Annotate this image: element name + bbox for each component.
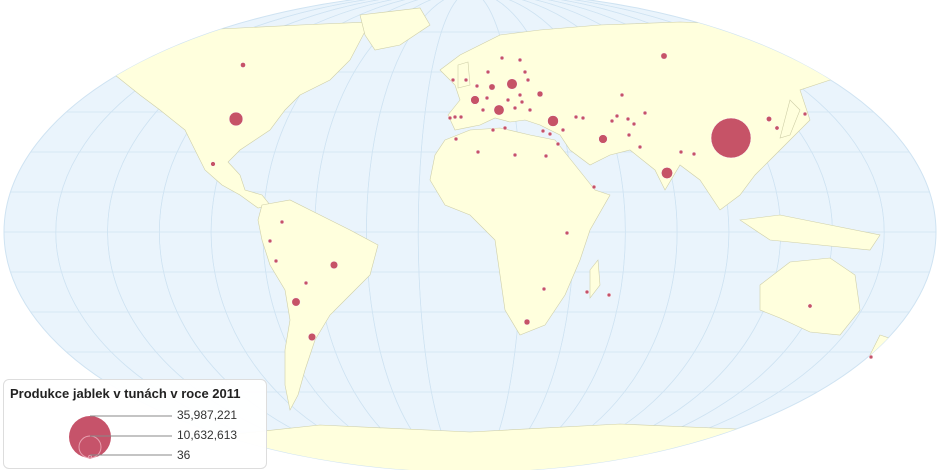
north-america	[59, 21, 371, 209]
production-bubble[interactable]	[564, 230, 570, 236]
legend-circle-max	[69, 416, 111, 458]
production-bubble[interactable]	[631, 121, 637, 127]
production-bubble[interactable]	[506, 78, 518, 90]
production-bubble[interactable]	[475, 149, 481, 155]
production-bubble[interactable]	[536, 90, 544, 98]
production-bubble[interactable]	[517, 92, 523, 98]
production-bubble[interactable]	[807, 303, 813, 309]
uk	[457, 61, 471, 89]
legend-label-max: 35,987,221	[177, 408, 238, 422]
production-bubble[interactable]	[614, 113, 620, 119]
production-bubble[interactable]	[458, 114, 464, 120]
production-bubble[interactable]	[474, 83, 480, 89]
madagascar	[589, 259, 601, 299]
production-bubble[interactable]	[279, 219, 285, 225]
production-bubble[interactable]	[502, 125, 508, 131]
legend-title: Produkce jablek v tunách v roce 2011	[10, 386, 241, 401]
production-bubble[interactable]	[802, 111, 808, 117]
production-bubble[interactable]	[678, 149, 684, 155]
production-bubble[interactable]	[541, 286, 547, 292]
production-bubble[interactable]	[555, 141, 561, 147]
bubbles-layer	[210, 52, 874, 360]
eurasia	[439, 21, 901, 211]
production-bubble[interactable]	[522, 69, 528, 75]
production-bubble[interactable]	[527, 107, 533, 113]
production-bubble[interactable]	[591, 184, 597, 190]
production-bubble[interactable]	[774, 125, 780, 131]
africa	[429, 127, 611, 336]
production-bubble[interactable]	[625, 116, 631, 122]
production-bubble[interactable]	[642, 110, 648, 116]
production-bubble[interactable]	[547, 115, 559, 127]
production-bubble[interactable]	[485, 69, 491, 75]
legend-symbols	[69, 415, 172, 459]
production-bubble[interactable]	[619, 92, 625, 98]
japan	[779, 99, 801, 139]
production-bubble[interactable]	[447, 115, 453, 121]
production-bubble[interactable]	[273, 258, 279, 264]
production-bubble[interactable]	[228, 111, 244, 127]
production-bubble[interactable]	[606, 292, 612, 298]
production-bubble[interactable]	[484, 95, 490, 101]
production-bubble[interactable]	[543, 153, 549, 159]
production-bubble[interactable]	[490, 127, 496, 133]
production-bubble[interactable]	[661, 167, 673, 179]
production-bubble[interactable]	[560, 127, 566, 133]
production-bubble[interactable]	[267, 238, 273, 244]
production-bubble[interactable]	[637, 144, 643, 150]
greenland	[359, 7, 431, 51]
production-bubble[interactable]	[450, 77, 456, 83]
production-bubble[interactable]	[512, 105, 518, 111]
production-bubble[interactable]	[580, 115, 586, 121]
production-bubble[interactable]	[517, 57, 523, 63]
production-bubble[interactable]	[470, 95, 480, 105]
australia	[759, 257, 861, 336]
production-bubble[interactable]	[512, 152, 518, 158]
production-bubble[interactable]	[210, 161, 216, 167]
production-bubble[interactable]	[480, 107, 486, 113]
production-bubble[interactable]	[291, 297, 301, 307]
production-bubble[interactable]	[710, 117, 752, 159]
production-bubble[interactable]	[766, 116, 772, 122]
legend-label-mid: 10,632,613	[177, 428, 238, 442]
production-bubble[interactable]	[660, 52, 668, 60]
production-bubble[interactable]	[573, 114, 579, 120]
south-america	[257, 199, 379, 411]
production-bubble[interactable]	[303, 280, 309, 286]
production-bubble[interactable]	[499, 55, 505, 61]
production-bubble[interactable]	[329, 260, 339, 270]
production-bubble[interactable]	[519, 99, 525, 105]
production-bubble[interactable]	[868, 354, 874, 360]
production-bubble[interactable]	[453, 136, 459, 142]
production-bubble[interactable]	[540, 128, 546, 134]
production-bubble[interactable]	[609, 118, 615, 124]
production-bubble[interactable]	[691, 151, 697, 157]
production-bubble[interactable]	[547, 131, 553, 137]
production-bubble[interactable]	[488, 83, 496, 91]
production-bubble[interactable]	[598, 134, 608, 144]
production-bubble[interactable]	[505, 97, 511, 103]
legend-label-min: 36	[177, 448, 191, 462]
production-bubble[interactable]	[493, 104, 505, 116]
production-bubble[interactable]	[307, 332, 317, 342]
production-bubble[interactable]	[626, 132, 632, 138]
production-bubble[interactable]	[523, 318, 531, 326]
southeast-asia-islands	[739, 214, 881, 251]
production-bubble[interactable]	[452, 114, 458, 120]
production-bubble[interactable]	[525, 77, 531, 83]
legend: Produkce jablek v tunách v roce 2011 35,…	[3, 379, 267, 469]
production-bubble[interactable]	[240, 62, 246, 68]
production-bubble[interactable]	[584, 289, 590, 295]
production-bubble[interactable]	[463, 77, 469, 83]
